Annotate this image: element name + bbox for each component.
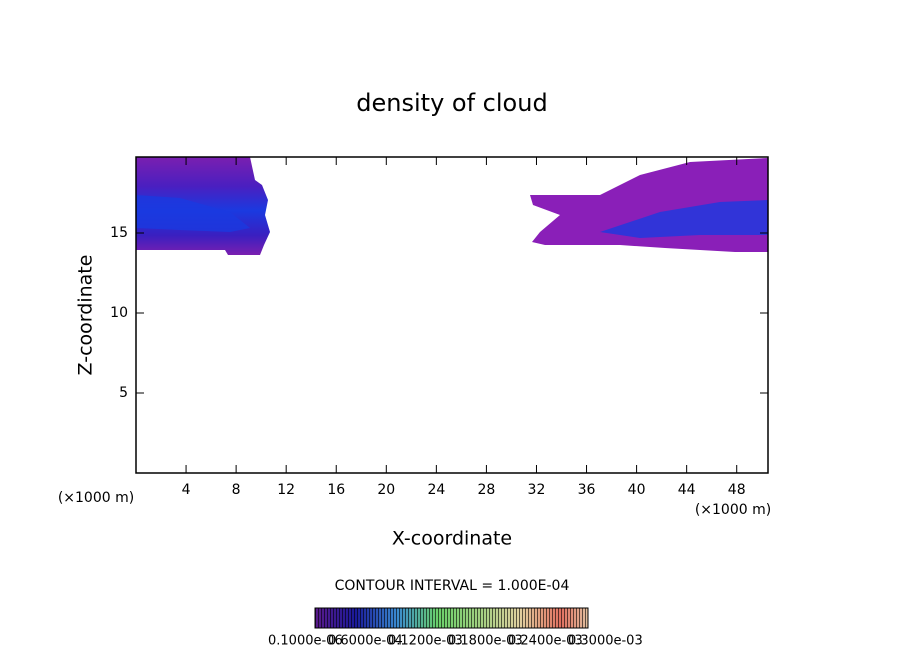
x-axis-label: X-coordinate [392, 528, 512, 550]
x-tick-label: 40 [628, 482, 646, 498]
cloud-region [600, 200, 768, 238]
colorbar-label: 0.1800e-03 [448, 634, 523, 649]
x-tick-label: 20 [377, 482, 395, 498]
colorbar-label: 0.2400e-03 [508, 634, 583, 649]
x-unit-label: (×1000 m) [58, 490, 134, 506]
x-tick-label: 48 [728, 482, 746, 498]
plot-frame [135, 156, 769, 474]
contour-interval: CONTOUR INTERVAL = 1.000E-04 [335, 578, 570, 594]
x-tick-label: 24 [427, 482, 445, 498]
y-axis-label: Z-coordinate [75, 255, 97, 376]
colorbar-label: 0.1200e-03 [388, 634, 463, 649]
x-tick-label: 12 [277, 482, 295, 498]
x-tick-label: 28 [478, 482, 496, 498]
x-tick-label: 8 [232, 482, 241, 498]
x-tick-label: 36 [578, 482, 596, 498]
y-tick-label: 15 [110, 225, 128, 241]
x-tick-label: 44 [678, 482, 696, 498]
colorbar-label: 0.3000e-03 [568, 634, 643, 649]
x-tick-label: 4 [182, 482, 191, 498]
x-tick-label: 32 [528, 482, 546, 498]
cloud-region [136, 195, 250, 232]
y-tick-label: 5 [119, 385, 128, 401]
chart-title: density of cloud [356, 89, 547, 117]
x-unit-label: (×1000 m) [695, 502, 771, 518]
x-tick-label: 16 [327, 482, 345, 498]
colorbar-label: 0.6000e-04 [328, 634, 403, 649]
y-tick-label: 10 [110, 305, 128, 321]
colorbar-label: 0.1000e-06 [268, 634, 343, 649]
colorbar-stripes [314, 607, 589, 629]
